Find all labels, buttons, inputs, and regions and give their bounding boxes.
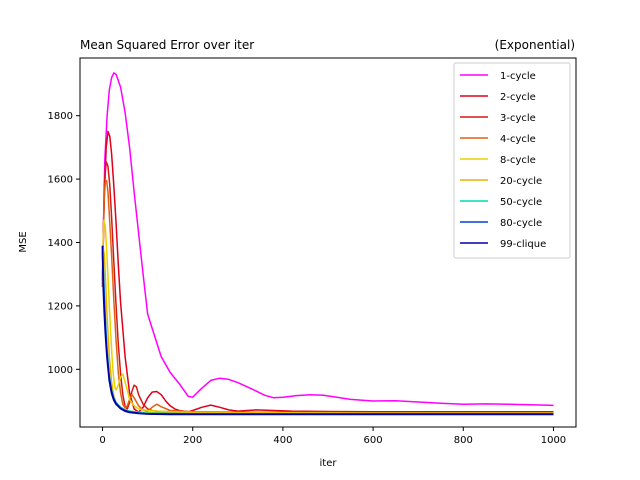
x-tick-label: 600: [364, 435, 383, 446]
legend-label-99-clique: 99-clique: [500, 239, 546, 250]
series-line-99-clique: [101, 245, 554, 416]
legend-label-8-cycle: 8-cycle: [500, 155, 536, 166]
chart-title: Mean Squared Error over iter: [80, 38, 254, 52]
x-axis-label: iter: [320, 458, 338, 469]
legend-label-4-cycle: 4-cycle: [500, 134, 536, 145]
legend-label-2-cycle: 2-cycle: [500, 92, 536, 103]
series-line-80-cycle: [101, 251, 554, 415]
y-tick-label: 1000: [48, 365, 73, 376]
y-tick-label: 1800: [48, 111, 73, 122]
x-tick-label: 800: [454, 435, 473, 446]
chart-title-right: (Exponential): [495, 38, 575, 52]
y-tick-label: 1200: [48, 301, 73, 312]
x-axis-ticks: 0 200 400 600 800 1000: [99, 427, 566, 446]
legend-label-3-cycle: 3-cycle: [500, 113, 536, 124]
legend-label-1-cycle: 1-cycle: [500, 71, 536, 82]
x-tick-label: 200: [183, 435, 202, 446]
legend-label-20-cycle: 20-cycle: [500, 176, 542, 187]
series-line-2-cycle: [101, 130, 554, 413]
legend-label-80-cycle: 80-cycle: [500, 218, 542, 229]
series-line-50-cycle: [101, 256, 554, 415]
x-tick-label: 1000: [541, 435, 566, 446]
legend-box: [453, 62, 571, 259]
y-axis-label: MSE: [18, 231, 29, 252]
legend-label-50-cycle: 50-cycle: [500, 197, 542, 208]
y-axis-ticks: 1000 1200 1400 1600 1800: [48, 111, 80, 376]
y-tick-label: 1400: [48, 238, 73, 249]
series-line-1-cycle: [101, 72, 554, 407]
x-tick-label: 0: [99, 435, 105, 446]
series-line-20-cycle: [101, 248, 554, 415]
x-tick-label: 400: [273, 435, 292, 446]
series-layer: [101, 72, 554, 416]
legend: 1-cycle 2-cycle 3-cycle 4-cycle 8-cycle 20-cy…: [453, 62, 571, 259]
y-tick-label: 1600: [48, 175, 73, 186]
